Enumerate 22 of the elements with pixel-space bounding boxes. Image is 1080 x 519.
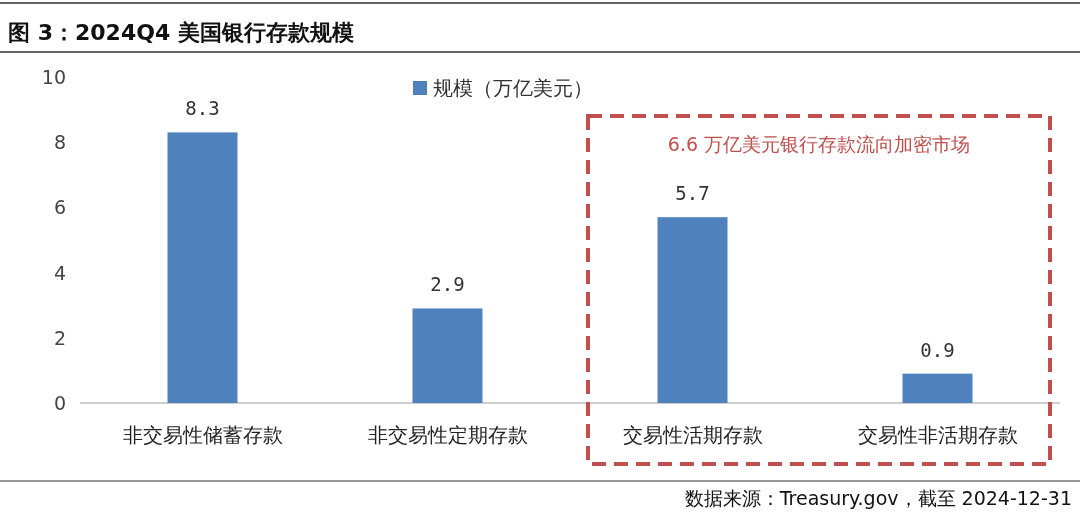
bar — [657, 217, 728, 403]
bar — [167, 132, 238, 403]
x-tick-label: 交易性活期存款 — [622, 423, 763, 447]
x-tick-label: 非交易性储蓄存款 — [122, 423, 283, 447]
x-tick-label: 非交易性定期存款 — [367, 423, 528, 447]
y-tick-label: 6 — [53, 196, 66, 219]
bar — [902, 373, 973, 403]
y-tick-label: 8 — [53, 131, 66, 154]
y-tick-label: 4 — [53, 261, 66, 284]
chart-title: 图 3：2024Q4 美国银行存款规模 — [8, 20, 354, 45]
y-tick-label: 10 — [41, 66, 66, 88]
data-label: 5.7 — [675, 182, 710, 205]
y-tick-label: 0 — [53, 392, 66, 414]
y-tick-label: 2 — [53, 326, 66, 349]
bar — [412, 308, 483, 403]
data-label: 0.9 — [920, 338, 955, 361]
source-note: 数据来源：Treasury.gov，截至 2024-12-31 — [684, 487, 1072, 509]
annotation: 6.6 万亿美元银行存款流向加密市场 — [667, 133, 971, 155]
data-label: 2.9 — [430, 273, 465, 296]
legend-label: 规模（万亿美元） — [433, 76, 593, 100]
x-tick-label: 交易性非活期存款 — [857, 423, 1018, 447]
data-label: 8.3 — [185, 97, 220, 120]
